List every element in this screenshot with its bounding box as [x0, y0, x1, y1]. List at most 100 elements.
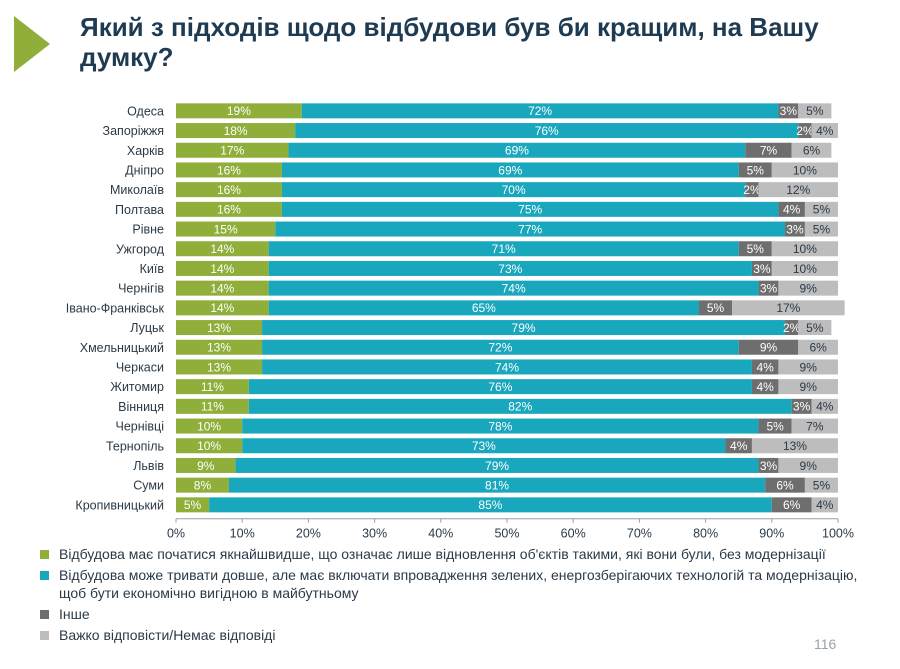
bar-segment [778, 103, 799, 119]
category-label: Рівне [132, 223, 164, 237]
data-label: 18% [224, 124, 248, 138]
bar-segment [176, 260, 269, 276]
category-label: Суми [133, 479, 164, 493]
bar-segment [235, 457, 759, 473]
data-label: 9% [800, 281, 818, 295]
legend-label: Інше [59, 606, 90, 622]
data-label: 4% [783, 203, 801, 217]
data-label: 74% [495, 360, 519, 374]
x-tick-label: 80% [693, 527, 718, 541]
data-label: 3% [753, 262, 771, 276]
data-label: 9% [800, 380, 818, 394]
data-label: 79% [485, 459, 509, 473]
data-label: 5% [806, 321, 824, 335]
data-label: 17% [776, 301, 800, 315]
category-label: Хмельницький [80, 341, 164, 355]
bar-segment [771, 162, 838, 178]
bar-segment [176, 497, 210, 513]
data-label: 5% [813, 222, 831, 236]
chart-legend: Відбудова має початися якнайшвидше, що о… [40, 545, 860, 647]
bar-segment [771, 497, 812, 513]
page-title: Який з підходів щодо відбудови був би кр… [80, 12, 819, 72]
bar-segment [176, 241, 269, 257]
bar-segment [732, 300, 845, 316]
bar-segment [248, 398, 792, 414]
data-label: 7% [760, 144, 778, 158]
title-arrow-icon [14, 16, 50, 72]
bar-segment [176, 379, 249, 395]
data-label: 14% [210, 301, 234, 315]
category-label: Запоріжжя [103, 124, 164, 138]
x-tick-label: 40% [428, 527, 453, 541]
data-label: 4% [730, 439, 748, 453]
data-label: 3% [793, 400, 811, 414]
bar-segment [176, 339, 263, 355]
bar-segment [288, 142, 746, 158]
bar-segment [758, 457, 779, 473]
bar-segment [176, 162, 282, 178]
data-label: 78% [488, 419, 512, 433]
data-label: 70% [502, 183, 526, 197]
bar-segment [791, 398, 812, 414]
data-label: 77% [518, 222, 542, 236]
data-label: 81% [485, 478, 509, 492]
data-label: 10% [793, 163, 817, 177]
legend-item: Інше [40, 605, 860, 623]
bar-segment [751, 379, 779, 395]
data-label: 71% [492, 242, 516, 256]
data-label: 5% [813, 203, 831, 217]
category-label: Миколаїв [110, 183, 164, 197]
legend-label: Відбудова має початися якнайшвидше, що о… [59, 546, 826, 562]
data-label: 12% [786, 183, 810, 197]
category-label: Ужгород [116, 242, 165, 256]
data-label: 72% [528, 104, 552, 118]
bar-segment [176, 457, 236, 473]
data-label: 9% [800, 360, 818, 374]
data-label: 13% [783, 439, 807, 453]
legend-swatch [40, 610, 49, 619]
category-label: Київ [140, 262, 165, 276]
data-label: 3% [780, 104, 798, 118]
category-label: Львів [133, 459, 164, 473]
data-label: 14% [210, 242, 234, 256]
data-label: 5% [806, 104, 824, 118]
bar-segment [791, 418, 838, 434]
data-label: 3% [760, 459, 778, 473]
category-label: Тернопіль [106, 439, 164, 453]
bar-segment [176, 142, 289, 158]
data-label: 9% [800, 459, 818, 473]
data-label: 11% [201, 400, 224, 414]
bar-segment [176, 418, 243, 434]
data-label: 69% [498, 163, 522, 177]
data-label: 2% [743, 183, 761, 197]
data-label: 4% [757, 380, 775, 394]
data-label: 4% [816, 124, 834, 138]
data-label: 5% [184, 498, 202, 512]
legend-label: Відбудова може тривати довше, але має вк… [59, 567, 858, 601]
page-number: 116 [814, 636, 837, 652]
bar-segment [725, 438, 752, 454]
data-label: 14% [210, 262, 234, 276]
bar-segment [811, 123, 838, 139]
category-label: Дніпро [125, 163, 164, 177]
data-label: 14% [210, 281, 234, 295]
bar-segment [758, 280, 779, 296]
bar-segment [798, 320, 832, 336]
bar-segment [738, 339, 799, 355]
data-label: 13% [207, 321, 231, 335]
category-label: Івано-Франківськ [66, 301, 165, 315]
legend-item: Відбудова може тривати довше, але має вк… [40, 566, 860, 602]
data-label: 5% [747, 163, 765, 177]
data-label: 73% [498, 262, 522, 276]
bar-segment [176, 477, 229, 493]
data-label: 4% [757, 360, 775, 374]
legend-swatch [40, 571, 49, 580]
x-tick-label: 10% [230, 527, 255, 541]
bar-segment [176, 280, 269, 296]
x-tick-label: 70% [627, 527, 652, 541]
data-label: 19% [227, 104, 251, 118]
bar-segment [778, 379, 838, 395]
category-label: Полтава [115, 203, 164, 217]
legend-label: Важко відповісти/Немає відповіді [59, 627, 276, 643]
